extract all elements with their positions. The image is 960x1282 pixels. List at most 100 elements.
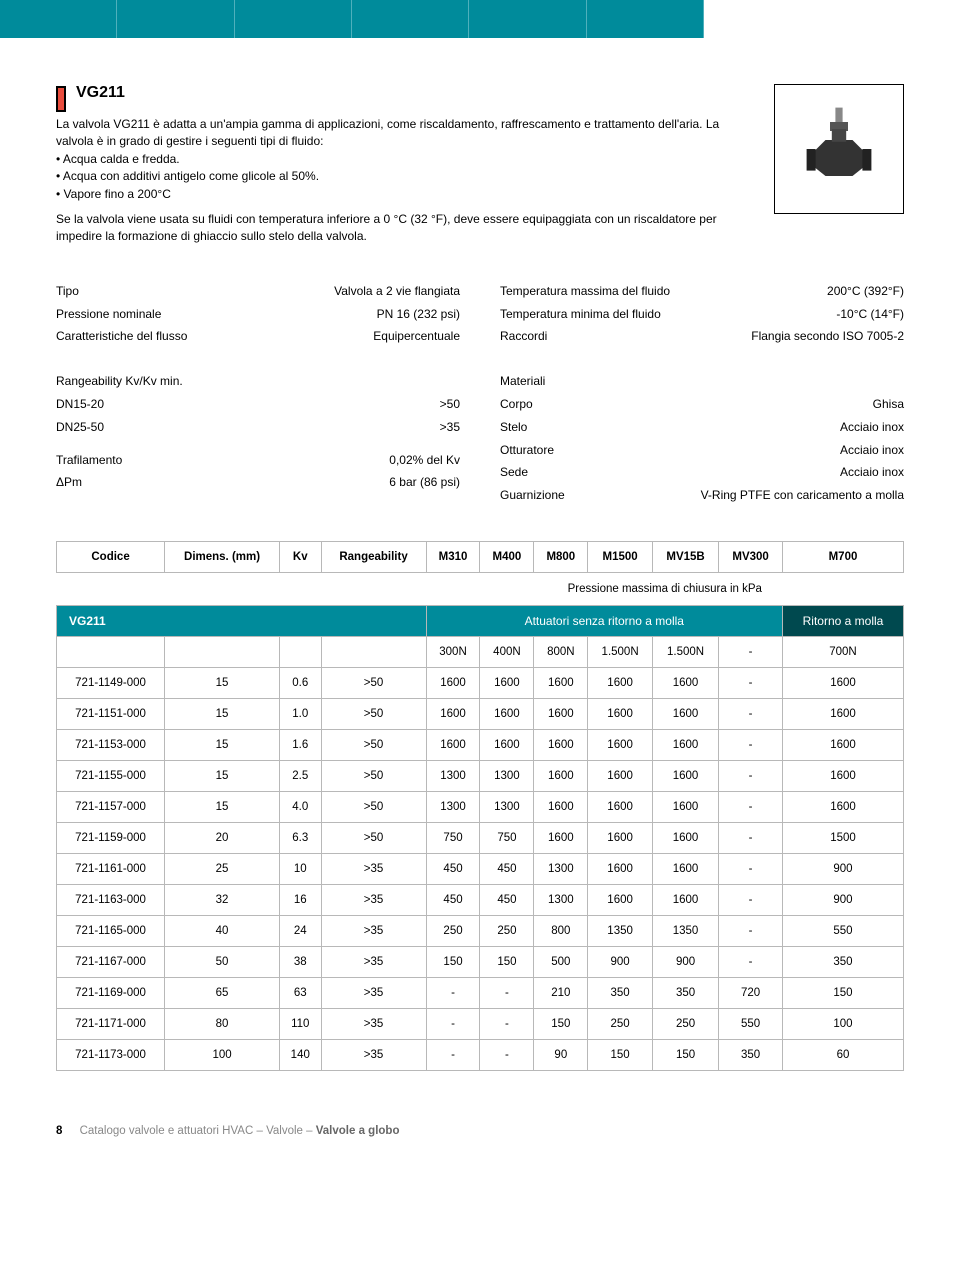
table-cell: 1600 [588,884,653,915]
table-column-header: MV15B [652,541,718,572]
table-cell: 721-1169-000 [57,977,165,1008]
table-row: 721-1167-0005038>35150150500900900-350 [57,946,904,977]
spec-value: PN 16 (232 psi) [377,303,460,326]
spec-value: Flangia secondo ISO 7005-2 [751,325,904,348]
table-cell: >50 [321,667,426,698]
table-column-header: Rangeability [321,541,426,572]
table-cell: - [719,791,783,822]
table-row: 721-1163-0003216>35450450130016001600-90… [57,884,904,915]
table-cell: 10 [280,853,322,884]
table-cell: 721-1155-000 [57,760,165,791]
table-cell: - [719,667,783,698]
spec-label: Guarnizione [500,484,565,507]
table-cell: 25 [165,853,280,884]
table-cell: 1600 [652,667,718,698]
table-cell: 721-1149-000 [57,667,165,698]
table-cell: >50 [321,822,426,853]
table-cell: 2.5 [280,760,322,791]
spec-value: V-Ring PTFE con caricamento a molla [701,484,904,507]
spec-label: Tipo [56,280,79,303]
table-cell: 450 [426,884,480,915]
table-subheader-cell: 700N [782,636,903,667]
table-cell: - [719,698,783,729]
table-cell: - [426,977,480,1008]
title-marker [56,86,66,112]
product-title: VG211 [76,84,125,102]
table-cell: 1300 [534,853,588,884]
table-cell: 1.0 [280,698,322,729]
table-cell: 15 [165,760,280,791]
table-cell: - [480,977,534,1008]
table-row: 721-1161-0002510>35450450130016001600-90… [57,853,904,884]
table-cell: 1300 [426,791,480,822]
table-cell: 1600 [588,667,653,698]
table-subheader-cell: 800N [534,636,588,667]
table-cell: 100 [782,1008,903,1039]
table-cell: 1600 [426,729,480,760]
spec-label: Raccordi [500,325,547,348]
table-cell: 1600 [782,667,903,698]
table-cell: 38 [280,946,322,977]
table-cell: 1600 [782,698,903,729]
table-cell: 1600 [534,760,588,791]
table-column-header: M800 [534,541,588,572]
table-cell: 1600 [588,791,653,822]
table-cell: - [426,1008,480,1039]
spec-value: -10°C (14°F) [836,303,904,326]
table-cell: 15 [165,791,280,822]
table-cell: 16 [280,884,322,915]
table-cell: 1600 [426,667,480,698]
table-cell: - [719,915,783,946]
table-cell: 900 [652,946,718,977]
bullet-list: Acqua calda e fredda. Acqua con additivi… [56,151,744,203]
table-cell: 1600 [782,791,903,822]
table-cell: 1600 [534,822,588,853]
table-cell: 750 [426,822,480,853]
table-cell: 1600 [652,791,718,822]
spec-label: Temperatura minima del fluido [500,303,661,326]
table-cell: - [719,884,783,915]
table-cell: 721-1159-000 [57,822,165,853]
table-cell: 1350 [652,915,718,946]
table-cell: 90 [534,1039,588,1070]
table-cell: 150 [588,1039,653,1070]
table-subheader-cell: 1.500N [652,636,718,667]
table-cell: 150 [426,946,480,977]
table-cell: 32 [165,884,280,915]
table-cell: 1600 [652,760,718,791]
spec-value: Ghisa [873,393,904,416]
table-cell: 150 [480,946,534,977]
table-cell: >50 [321,791,426,822]
table-cell: 1600 [534,698,588,729]
spec-label: DN25-50 [56,416,104,439]
table-cell: >35 [321,1008,426,1039]
table-cell: 350 [588,977,653,1008]
table-cell: 500 [534,946,588,977]
table-cell: 15 [165,729,280,760]
spec-value: Acciaio inox [840,416,904,439]
table-cell: >35 [321,915,426,946]
header-bar [0,0,960,38]
specs-right: Temperatura massima del fluido200°C (392… [500,280,904,348]
table-row: 721-1173-000100140>35--9015015035060 [57,1039,904,1070]
table-cell: 550 [719,1008,783,1039]
table-cell: 40 [165,915,280,946]
table-cell: 15 [165,667,280,698]
breadcrumb: Valvole [266,1125,303,1137]
table-cell: 721-1171-000 [57,1008,165,1039]
table-cell: 1600 [782,729,903,760]
table-cell: 24 [280,915,322,946]
table-cell: 1600 [588,853,653,884]
table-cell: 1600 [588,729,653,760]
table-cell: 721-1151-000 [57,698,165,729]
breadcrumb-current: Valvole a globo [316,1125,400,1137]
table-cell: 350 [719,1039,783,1070]
spec-label: Pressione nominale [56,303,161,326]
table-cell: 720 [719,977,783,1008]
table-cell: 20 [165,822,280,853]
table-cell: 1600 [652,729,718,760]
spec-value: Acciaio inox [840,439,904,462]
table-cell: 1600 [534,791,588,822]
table-cell: 1600 [782,760,903,791]
table-row: 721-1159-000206.3>50750750160016001600-1… [57,822,904,853]
